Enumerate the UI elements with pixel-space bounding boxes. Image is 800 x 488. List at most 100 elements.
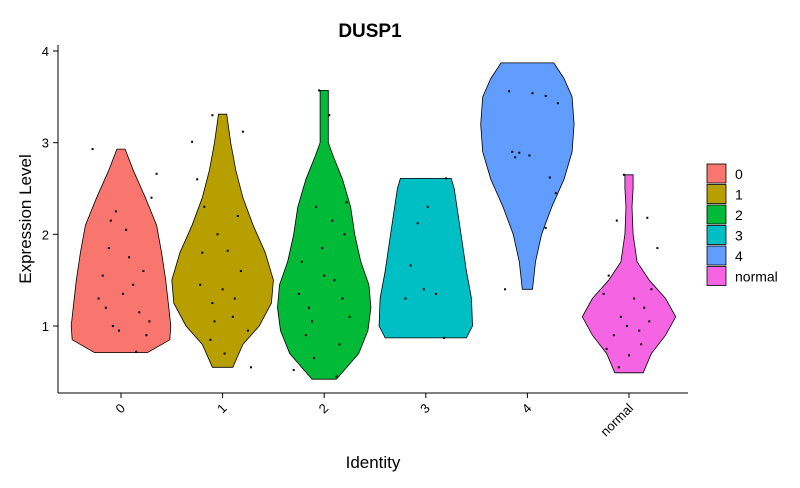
- legend-swatch-normal: [706, 266, 727, 286]
- violin-normal: [581, 174, 677, 374]
- data-point-1-12: [223, 352, 226, 355]
- legend-label-4: 4: [735, 248, 743, 264]
- data-point-1-16: [196, 178, 199, 181]
- data-point-normal-14: [617, 366, 620, 369]
- data-point-2-19: [311, 320, 313, 323]
- data-point-4-2: [544, 94, 547, 97]
- violin-2: [277, 90, 372, 380]
- data-point-4-8: [554, 192, 557, 195]
- legend: 0 1 2 3 4 normal: [706, 163, 778, 286]
- data-point-2-6: [300, 260, 303, 263]
- data-point-3-1: [416, 222, 419, 225]
- data-point-normal-2: [646, 216, 649, 219]
- data-point-0-9: [145, 334, 148, 337]
- data-point-4-4: [511, 150, 514, 153]
- violin-0: [70, 148, 172, 353]
- data-point-0-13: [128, 256, 131, 259]
- data-point-normal-6: [633, 297, 636, 300]
- data-point-3-6: [443, 336, 446, 339]
- x-tick-label-3: 3: [417, 401, 433, 417]
- chart-title: DUSP1: [338, 21, 402, 42]
- legend-label-3: 3: [735, 228, 743, 244]
- data-point-normal-5: [602, 292, 605, 295]
- data-point-0-7: [97, 297, 100, 300]
- data-point-1-13: [250, 366, 252, 369]
- data-point-0-17: [109, 219, 112, 222]
- data-point-3-2: [409, 264, 412, 267]
- data-point-3-0: [445, 177, 448, 180]
- data-point-1-15: [236, 215, 239, 217]
- data-point-normal-10: [612, 334, 615, 337]
- data-point-0-1: [107, 247, 110, 250]
- legend-label-1: 1: [735, 187, 743, 203]
- data-point-normal-12: [605, 347, 608, 350]
- data-point-1-3: [203, 205, 206, 208]
- data-point-3-7: [426, 205, 429, 208]
- data-point-0-8: [111, 325, 114, 327]
- y-tick-label-4: 4: [42, 44, 49, 59]
- data-point-0-2: [101, 274, 104, 277]
- violin-4: [480, 62, 575, 290]
- data-point-2-10: [304, 334, 307, 337]
- x-axis-title: Identity: [346, 453, 401, 472]
- data-point-0-19: [148, 320, 151, 323]
- data-point-0-18: [122, 292, 124, 295]
- data-point-2-7: [315, 205, 318, 208]
- data-point-2-5: [343, 233, 346, 236]
- data-point-0-3: [114, 210, 117, 213]
- data-point-normal-11: [638, 329, 641, 332]
- data-point-normal-8: [619, 315, 622, 318]
- data-point-0-6: [138, 311, 141, 314]
- legend-label-normal: normal: [735, 269, 778, 285]
- data-point-2-12: [331, 219, 334, 222]
- data-point-2-18: [341, 297, 344, 300]
- data-point-1-17: [221, 288, 224, 291]
- data-point-1-8: [211, 302, 214, 305]
- data-point-2-14: [345, 201, 348, 204]
- data-point-2-0: [318, 89, 321, 92]
- data-point-4-6: [528, 154, 531, 157]
- data-point-0-12: [142, 270, 145, 272]
- data-point-normal-9: [648, 320, 651, 323]
- x-tick-label-0: 0: [112, 401, 128, 417]
- data-point-2-2: [292, 369, 295, 371]
- violin-1: [171, 113, 274, 368]
- data-point-4-1: [531, 92, 534, 95]
- data-point-2-8: [338, 343, 341, 346]
- y-tick-label-2: 2: [42, 227, 49, 242]
- data-point-2-13: [297, 292, 300, 295]
- data-point-3-5: [404, 297, 407, 300]
- data-point-normal-1: [615, 219, 618, 222]
- x-tick-label-1: 1: [214, 401, 230, 417]
- data-point-1-18: [233, 297, 236, 300]
- data-point-1-4: [216, 233, 219, 236]
- data-point-normal-15: [650, 288, 653, 291]
- data-point-0-4: [125, 228, 128, 231]
- violin-3: [378, 178, 473, 339]
- legend-label-0: 0: [735, 166, 743, 182]
- data-point-1-1: [211, 114, 214, 117]
- data-point-0-14: [118, 329, 120, 332]
- data-point-1-7: [199, 283, 202, 286]
- legend-label-2: 2: [735, 207, 743, 223]
- data-point-1-14: [201, 251, 204, 254]
- data-point-1-0: [191, 140, 194, 143]
- data-point-4-0: [508, 90, 511, 93]
- data-point-normal-0: [622, 173, 625, 176]
- data-point-2-17: [321, 247, 324, 250]
- data-point-2-16: [335, 375, 338, 378]
- y-axis-title: Expression Level: [16, 154, 35, 283]
- legend-swatch-0: [706, 163, 727, 184]
- data-point-4-5: [518, 151, 521, 154]
- data-point-0-0: [91, 148, 94, 151]
- data-point-4-9: [544, 226, 547, 229]
- data-point-4-3: [556, 102, 559, 105]
- legend-swatch-4: [706, 245, 727, 266]
- data-point-1-10: [247, 329, 249, 332]
- data-point-2-4: [333, 279, 336, 282]
- data-point-2-1: [328, 114, 331, 117]
- data-point-normal-3: [656, 247, 659, 250]
- data-point-1-11: [209, 338, 212, 341]
- x-tick-label-2: 2: [316, 401, 332, 417]
